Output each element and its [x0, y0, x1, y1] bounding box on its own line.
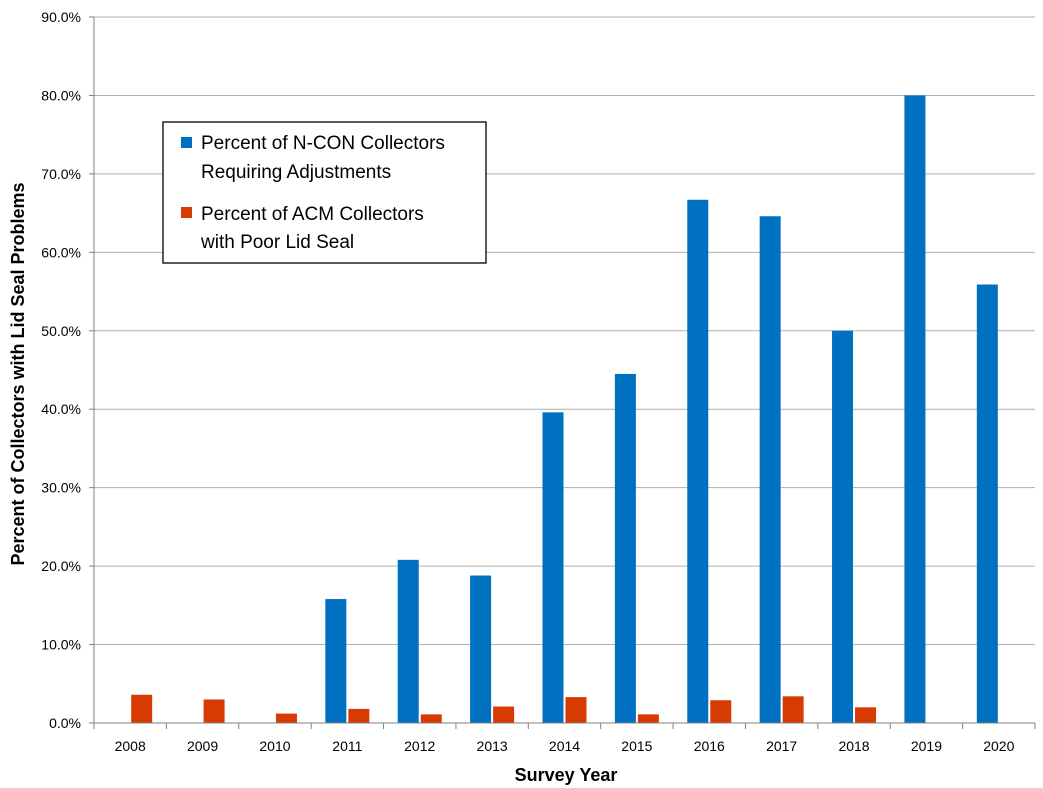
x-tick-labels: 2008 2009 2010 2011 2012 2013 2014 2015 2016 2017… [115, 738, 1015, 754]
legend-swatch-acm [181, 207, 192, 218]
y-tick-label: 90.0% [41, 9, 81, 25]
x-tick-label: 2018 [838, 738, 869, 754]
bar-acm-2014 [565, 697, 587, 723]
bar-acm-2016 [710, 700, 732, 723]
x-tick-label: 2015 [621, 738, 652, 754]
bar-acm-2012 [420, 714, 442, 723]
y-tick-label: 60.0% [41, 244, 81, 260]
y-tick-labels: 0.0% 10.0% 20.0% 30.0% 40.0% 50.0% 60.0% 70.0% 8… [41, 9, 81, 731]
x-tick-label: 2010 [259, 738, 290, 754]
bar-acm-2017 [782, 696, 804, 723]
x-tick-label: 2017 [766, 738, 797, 754]
legend-swatch-ncon [181, 137, 192, 148]
bars [131, 95, 998, 723]
bar-ncon-2015 [614, 373, 636, 723]
bar-ncon-2011 [325, 599, 347, 723]
bar-ncon-2017 [759, 216, 781, 723]
bar-acm-2008 [131, 694, 153, 723]
y-tick-label: 50.0% [41, 323, 81, 339]
bar-acm-2009 [203, 699, 225, 723]
y-axis-title: Percent of Collectors with Lid Seal Prob… [8, 182, 28, 565]
y-tick-label: 40.0% [41, 401, 81, 417]
bar-ncon-2019 [904, 95, 926, 723]
bar-ncon-2014 [542, 412, 564, 723]
y-tick-label: 0.0% [49, 715, 81, 731]
legend: Percent of N-CON Collectors Requiring Ad… [162, 121, 487, 264]
x-tick-label: 2008 [115, 738, 146, 754]
legend-label-acm-line1: Percent of ACM Collectors [201, 204, 424, 225]
y-tick-label: 80.0% [41, 87, 81, 103]
axes [93, 17, 1036, 729]
bar-acm-2015 [637, 714, 659, 723]
bar-acm-2018 [855, 707, 877, 723]
bar-ncon-2012 [397, 559, 419, 723]
x-tick-label: 2009 [187, 738, 218, 754]
bar-acm-2010 [275, 713, 297, 723]
x-tick-label: 2020 [983, 738, 1014, 754]
x-tick-label: 2016 [694, 738, 725, 754]
x-tick-label: 2012 [404, 738, 435, 754]
y-tick-label: 30.0% [41, 480, 81, 496]
legend-box [162, 121, 487, 264]
legend-label-acm-line2: with Poor Lid Seal [200, 232, 354, 253]
x-tick-label: 2013 [477, 738, 508, 754]
bar-ncon-2013 [470, 575, 492, 723]
bar-acm-2013 [493, 706, 515, 723]
legend-label-ncon-line2: Requiring Adjustments [201, 162, 391, 183]
bar-ncon-2018 [832, 330, 854, 723]
y-tick-label: 10.0% [41, 637, 81, 653]
x-tick-label: 2014 [549, 738, 580, 754]
bar-acm-2011 [348, 708, 370, 723]
y-tick-label: 70.0% [41, 166, 81, 182]
y-tick-label: 20.0% [41, 558, 81, 574]
bar-ncon-2016 [687, 199, 709, 723]
x-tick-label: 2011 [332, 738, 362, 754]
bar-ncon-2020 [976, 284, 998, 723]
x-axis-title: Survey Year [515, 765, 618, 785]
x-tick-label: 2019 [911, 738, 942, 754]
legend-label-ncon-line1: Percent of N-CON Collectors [201, 133, 445, 154]
